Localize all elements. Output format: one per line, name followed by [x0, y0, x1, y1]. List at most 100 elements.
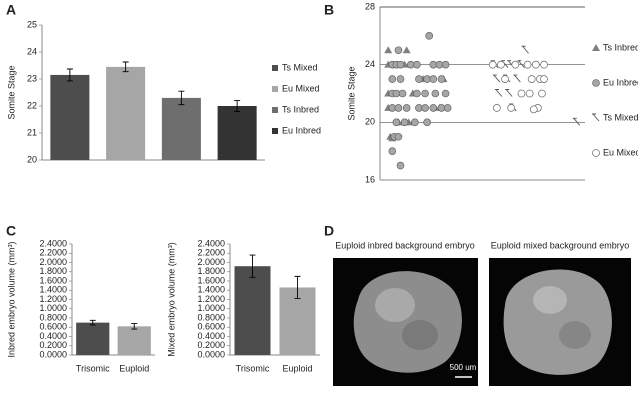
point — [517, 60, 525, 68]
legend-swatch — [592, 44, 600, 51]
legend-label: Ts Inbred — [282, 104, 319, 114]
embryo-image — [333, 258, 478, 386]
point — [538, 89, 546, 98]
point — [492, 74, 501, 83]
y-tick-label: 2.0000 — [197, 257, 225, 267]
error-bar — [249, 254, 256, 278]
y-tick-label: 1.0000 — [197, 303, 225, 313]
y-tick-label: 1.6000 — [197, 275, 225, 285]
point — [488, 60, 497, 69]
point — [513, 74, 521, 83]
legend-label: Eu Inbred — [603, 77, 638, 87]
y-tick-label: 1.4000 — [39, 285, 67, 295]
y-tick-label: 0.8000 — [197, 312, 225, 322]
y-tick-label: 1.2000 — [197, 294, 225, 304]
y-tick-label: 0.4000 — [197, 331, 225, 341]
legend-swatch — [272, 86, 278, 92]
legend-swatch — [592, 113, 600, 122]
y-tick-label: 22 — [27, 100, 37, 110]
y-axis-label: Somite Stage — [6, 65, 16, 119]
point — [441, 60, 450, 69]
point — [511, 60, 520, 69]
point — [388, 75, 397, 83]
point — [572, 117, 581, 126]
point — [505, 89, 513, 97]
point — [396, 161, 405, 170]
error-bar — [178, 90, 185, 106]
y-tick-label: 1.2000 — [39, 294, 67, 304]
y-tick-label: 2.4000 — [197, 238, 225, 248]
y-axis-label: Mixed embryo volume (mm³) — [166, 242, 176, 357]
point — [425, 32, 434, 40]
y-tick-label: 1.8000 — [197, 266, 225, 276]
point — [392, 118, 401, 127]
point — [429, 75, 438, 83]
image-caption: Euploid mixed background embryo — [491, 240, 630, 250]
point — [497, 60, 505, 69]
point — [540, 60, 548, 69]
y-axis-label: Somite Stage — [346, 66, 356, 120]
error-bar — [89, 319, 96, 326]
y-tick-label: 1.6000 — [39, 275, 67, 285]
panel-label: A — [6, 2, 16, 18]
legend-swatch — [272, 65, 278, 71]
point — [443, 104, 452, 112]
x-tick-label: Euploid — [119, 363, 149, 373]
point — [388, 147, 397, 155]
point — [529, 105, 538, 114]
error-bar — [294, 275, 301, 300]
y-tick-label: 25 — [27, 19, 37, 29]
y-tick-label: 1.0000 — [39, 303, 67, 313]
panel-label: C — [6, 223, 16, 239]
y-tick-label: 2.0000 — [39, 257, 67, 267]
error-bar — [234, 100, 241, 112]
point — [402, 104, 411, 112]
point — [400, 118, 409, 127]
panel-label: B — [324, 2, 334, 18]
point — [507, 104, 516, 112]
y-tick-label: 0.0000 — [197, 349, 225, 359]
legend-swatch — [592, 79, 600, 87]
point — [521, 45, 529, 54]
point — [501, 75, 509, 83]
y-axis-label: Inbred embryo volume (mm³) — [6, 241, 16, 357]
point — [421, 104, 429, 112]
y-tick-label: 20 — [365, 117, 375, 127]
bar — [117, 326, 151, 355]
y-tick-label: 16 — [365, 174, 375, 184]
point — [531, 60, 540, 69]
legend-swatch — [272, 107, 278, 113]
point — [394, 46, 403, 55]
point — [411, 118, 419, 127]
bar — [76, 322, 110, 355]
legend-label: Eu Mixed — [603, 147, 638, 157]
point — [523, 60, 532, 69]
legend-label: Eu Mixed — [282, 83, 320, 93]
error-bar — [66, 68, 73, 82]
y-tick-label: 23 — [27, 73, 37, 83]
y-tick-label: 21 — [27, 127, 37, 137]
point — [384, 46, 393, 54]
y-tick-label: 0.6000 — [197, 322, 225, 332]
point — [423, 118, 431, 127]
y-tick-label: 0.2000 — [197, 340, 225, 350]
x-tick-label: Trisomic — [236, 363, 270, 373]
bar — [50, 74, 90, 160]
point — [494, 89, 503, 97]
point — [431, 89, 440, 98]
y-tick-label: 1.8000 — [39, 266, 67, 276]
point — [394, 104, 403, 112]
legend-swatch — [592, 149, 600, 157]
error-bar — [131, 323, 138, 330]
legend-label: Eu Inbred — [282, 125, 321, 135]
legend-swatch — [272, 128, 278, 134]
y-tick-label: 1.4000 — [197, 285, 225, 295]
point — [415, 75, 423, 83]
image-caption: Euploid inbred background embryo — [335, 240, 475, 250]
y-tick-label: 0.6000 — [39, 322, 67, 332]
legend-label: Ts Inbred — [603, 42, 638, 52]
point — [396, 75, 405, 83]
legend-label: Ts Mixed — [282, 62, 318, 72]
y-tick-label: 0.0000 — [39, 349, 67, 359]
